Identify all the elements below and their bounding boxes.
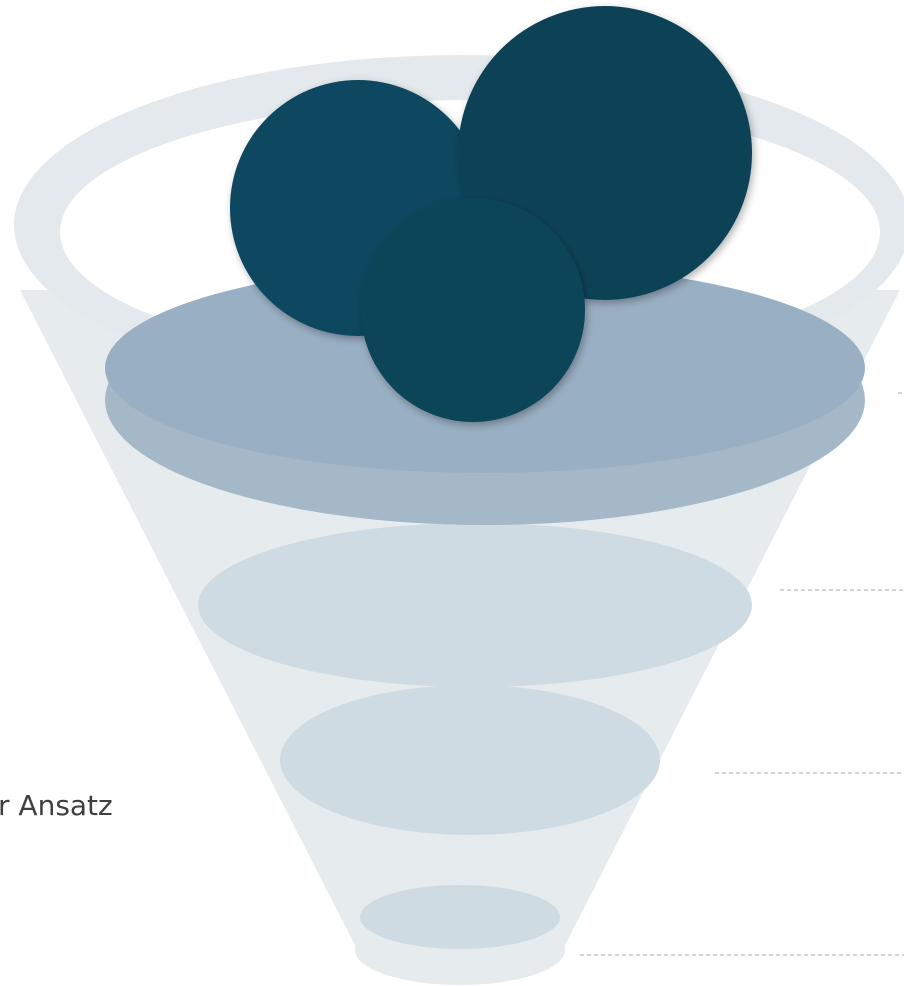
funnel-layer (198, 523, 752, 687)
funnel-layer (280, 685, 660, 835)
label: r Ansatz (0, 789, 113, 822)
ball (361, 198, 585, 422)
funnel-layer (360, 885, 560, 949)
